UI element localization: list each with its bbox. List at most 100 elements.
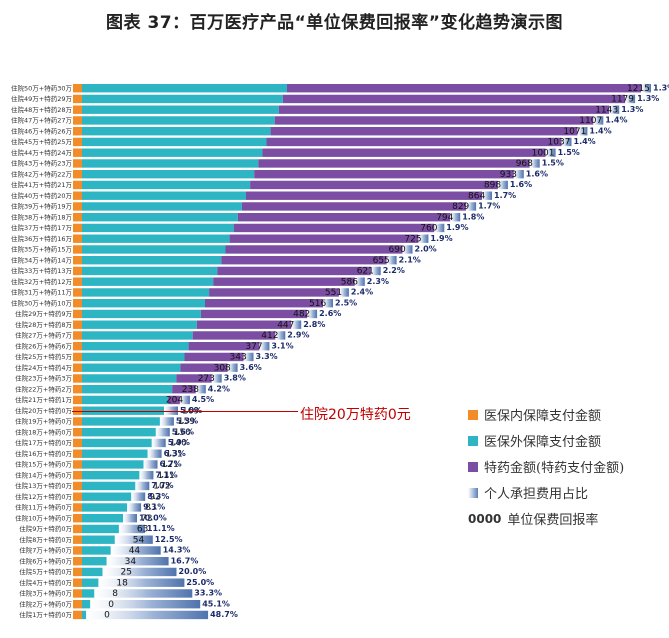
return-rate-label: 760: [420, 224, 437, 234]
bar-segment-in-insurance: [73, 363, 82, 372]
bar-segment-out-insurance: [82, 256, 222, 265]
bar-segment-personal-share: [135, 481, 150, 491]
legend-item-return-rate: 0000 单位保费回报率: [468, 509, 598, 529]
legend-label: 特药金额(特药支付金额): [484, 461, 625, 476]
return-rate-label: 551: [325, 288, 342, 298]
return-rate-label: 0: [108, 600, 114, 610]
bar-segment-in-insurance: [73, 170, 82, 179]
bar-segment-out-insurance: [82, 610, 87, 620]
bar-segment-special-drug: [258, 159, 530, 168]
category-label: 住院1万+特药0万: [19, 610, 72, 619]
personal-share-label: 4.2%: [208, 384, 230, 393]
bar-segment-personal-share: [307, 309, 318, 319]
category-label: 住院5万+特药0万: [19, 567, 72, 576]
bar-segment-in-insurance: [73, 471, 82, 480]
personal-share-label: 1.5%: [558, 148, 580, 157]
return-rate-label: 140: [170, 439, 187, 449]
bar-segment-out-insurance: [82, 546, 111, 555]
bar-segment-in-insurance: [73, 127, 82, 136]
bar-segment-personal-share: [114, 535, 153, 544]
personal-share-label: 20.0%: [179, 567, 207, 576]
personal-share-label: 3.6%: [240, 363, 262, 372]
bar-segment-personal-share: [402, 245, 413, 254]
personal-share-label: 8.3%: [147, 492, 169, 501]
bar-segment-out-insurance: [82, 352, 185, 362]
return-rate-label: 412: [261, 331, 278, 341]
bar-segment-personal-share: [386, 256, 397, 265]
bar-segment-in-insurance: [73, 481, 82, 491]
personal-share-label: 2.0%: [415, 245, 437, 254]
bar-segment-in-insurance: [73, 449, 82, 458]
bar-segment-personal-share: [123, 514, 137, 523]
return-rate-label: 898: [484, 181, 501, 191]
bar-segment-personal-share: [227, 363, 238, 372]
category-label: 住院39万+特药19万: [11, 202, 72, 211]
bar-segment-special-drug: [233, 223, 435, 233]
bar-segment-in-insurance: [73, 256, 82, 265]
bar-segment-out-insurance: [82, 105, 279, 114]
return-rate-label: 621: [357, 267, 374, 277]
category-label: 住院35万+特药15万: [11, 245, 72, 254]
bar-segment-personal-share: [131, 492, 146, 501]
personal-share-label: 1.5%: [542, 159, 564, 168]
bar-segment-special-drug: [282, 94, 626, 104]
personal-share-label: 1.3%: [653, 83, 669, 92]
bar-segment-out-insurance: [82, 180, 251, 190]
category-label: 住院41万+特药21万: [11, 180, 72, 189]
bar-segment-special-drug: [188, 342, 260, 351]
bar-segment-personal-share: [418, 234, 429, 243]
bar-segment-personal-share: [561, 137, 572, 147]
return-rate-label: 111: [157, 471, 174, 481]
bar-segment-out-insurance: [82, 589, 95, 598]
personal-share-label: 25.0%: [186, 578, 214, 587]
return-rate-label: 18: [116, 578, 128, 588]
bar-segment-special-drug: [262, 148, 546, 157]
bar-segment-personal-share: [164, 406, 178, 415]
bar-segment-special-drug: [213, 277, 355, 286]
bar-segment-in-insurance: [73, 567, 82, 577]
personal-share-label: 1.8%: [462, 212, 484, 221]
bar-segment-out-insurance: [82, 567, 103, 577]
category-label: 住院14万+特药0万: [15, 470, 72, 479]
bar-segment-special-drug: [168, 395, 180, 405]
bar-segment-in-insurance: [73, 180, 82, 190]
bar-segment-out-insurance: [82, 148, 263, 157]
bar-segment-special-drug: [217, 266, 371, 276]
bar-segment-out-insurance: [82, 471, 140, 480]
category-label: 住院22万+特药2万: [15, 384, 72, 393]
bar-segment-in-insurance: [73, 320, 82, 329]
personal-share-label: 1.9%: [430, 234, 452, 243]
personal-share-label: 1.7%: [478, 202, 500, 211]
return-rate-label: 121: [162, 460, 179, 470]
bar-segment-out-insurance: [82, 137, 267, 147]
personal-share-label: 1.4%: [574, 137, 596, 146]
bar-segment-out-insurance: [82, 460, 144, 469]
bar-segment-out-insurance: [82, 320, 197, 329]
bar-segment-special-drug: [205, 299, 323, 308]
bar-segment-special-drug: [209, 288, 339, 297]
bar-segment-in-insurance: [73, 438, 82, 448]
bar-segment-personal-share: [497, 180, 508, 190]
bar-segment-in-insurance: [73, 428, 82, 437]
bar-segment-in-insurance: [73, 148, 82, 157]
bar-segment-personal-share: [147, 449, 162, 458]
bar-segment-in-insurance: [73, 105, 82, 114]
personal-share-label: 1.7%: [494, 191, 516, 200]
bar-segment-out-insurance: [82, 449, 148, 458]
bar-segment-out-insurance: [82, 116, 275, 125]
bar-segment-in-insurance: [73, 600, 82, 609]
bar-segment-personal-share: [106, 557, 169, 566]
personal-share-label: 2.9%: [287, 331, 309, 340]
category-label: 住院27万+特药7万: [15, 331, 72, 340]
bar-segment-in-insurance: [73, 610, 82, 620]
bar-segment-out-insurance: [82, 600, 91, 609]
personal-share-label: 2.2%: [383, 266, 405, 275]
personal-share-label: 2.4%: [351, 288, 373, 297]
legend-label: 个人承担费用占比: [484, 487, 589, 502]
category-label: 住院6万+特药0万: [19, 556, 72, 565]
bar-segment-personal-share: [545, 148, 556, 157]
return-rate-label: 0: [104, 611, 110, 621]
category-label: 住院42万+特药22万: [11, 169, 72, 178]
personal-share-label: 1.3%: [621, 105, 643, 114]
legend-item-special-drug: 特药金额(特药支付金额): [468, 457, 624, 476]
